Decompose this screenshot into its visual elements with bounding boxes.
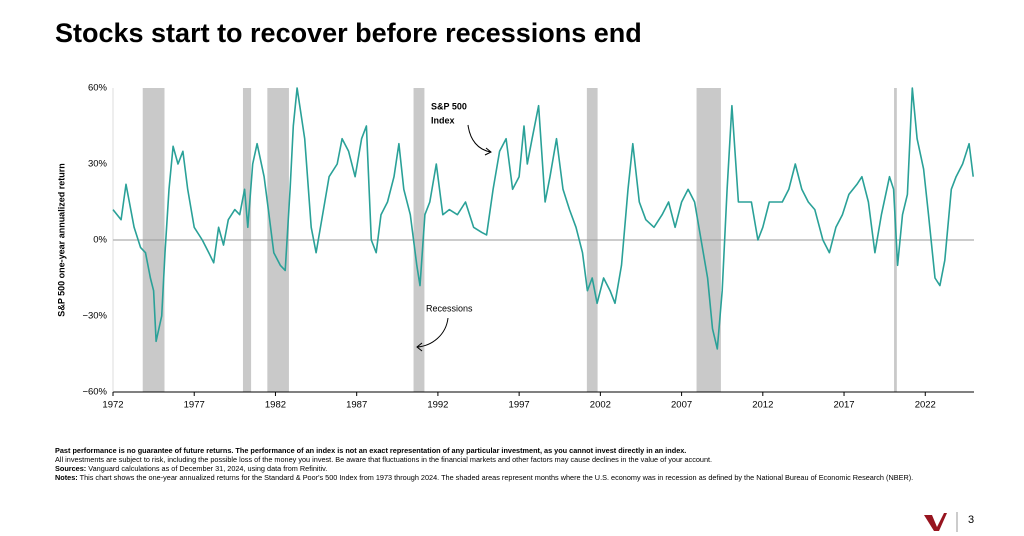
y-tick-label: 30%: [88, 159, 108, 170]
x-tick-label: 1977: [184, 400, 205, 411]
logo: [924, 513, 947, 531]
annotation: S&P 500: [431, 101, 467, 111]
x-tick-label: 1997: [509, 400, 530, 411]
disclaimer-text: Past performance is no guarantee of futu…: [55, 446, 687, 455]
x-tick-label: 2007: [671, 400, 692, 411]
x-tick-label: 2002: [590, 400, 611, 411]
risk: All investments are subject to risk, inc…: [55, 455, 713, 464]
annotation: Recessions: [426, 303, 473, 313]
arrow-head: [484, 147, 492, 156]
annotation: Index: [431, 115, 455, 125]
sources-text: Vanguard calculations as of December 31,…: [88, 464, 328, 473]
line-series: [112, 87, 974, 350]
y-tick-label: −30%: [82, 311, 107, 322]
x-tick-label: 2022: [915, 400, 936, 411]
x-tick-label: 2012: [752, 400, 773, 411]
notes-text: This chart shows the one-year annualized…: [79, 473, 914, 482]
x-tick-label: 1972: [102, 400, 123, 411]
y-axis-label: S&P 500 one-year annualized return: [56, 163, 66, 316]
disclaimer: Past performance is no guarantee of futu…: [55, 446, 965, 455]
y-tick-label: 0%: [93, 235, 107, 246]
y-tick-label: −60%: [82, 387, 107, 398]
page-number: 3: [968, 514, 975, 526]
notes: Notes: This chart shows the one-year ann…: [55, 473, 965, 482]
x-tick-label: 1982: [265, 400, 286, 411]
arrow: [467, 124, 492, 153]
arrow: [416, 317, 449, 348]
footer: Past performance is no guarantee of futu…: [55, 446, 965, 482]
x-tick-label: 1992: [427, 400, 448, 411]
sources: Sources: Vanguard calculations as of Dec…: [55, 464, 965, 473]
y-tick-label: 60%: [88, 83, 108, 94]
sources-label: Sources:: [55, 464, 87, 473]
notes-label: Notes:: [55, 473, 78, 482]
x-tick-label: 2017: [833, 400, 854, 411]
arrow-head: [416, 342, 423, 352]
x-tick-label: 1987: [346, 400, 367, 411]
title: Stocks start to recover before recession…: [55, 18, 642, 48]
plot: −60% −30% 0% 30% 60% 1972 1977 1982 1987 1992 1997…: [82, 83, 974, 411]
